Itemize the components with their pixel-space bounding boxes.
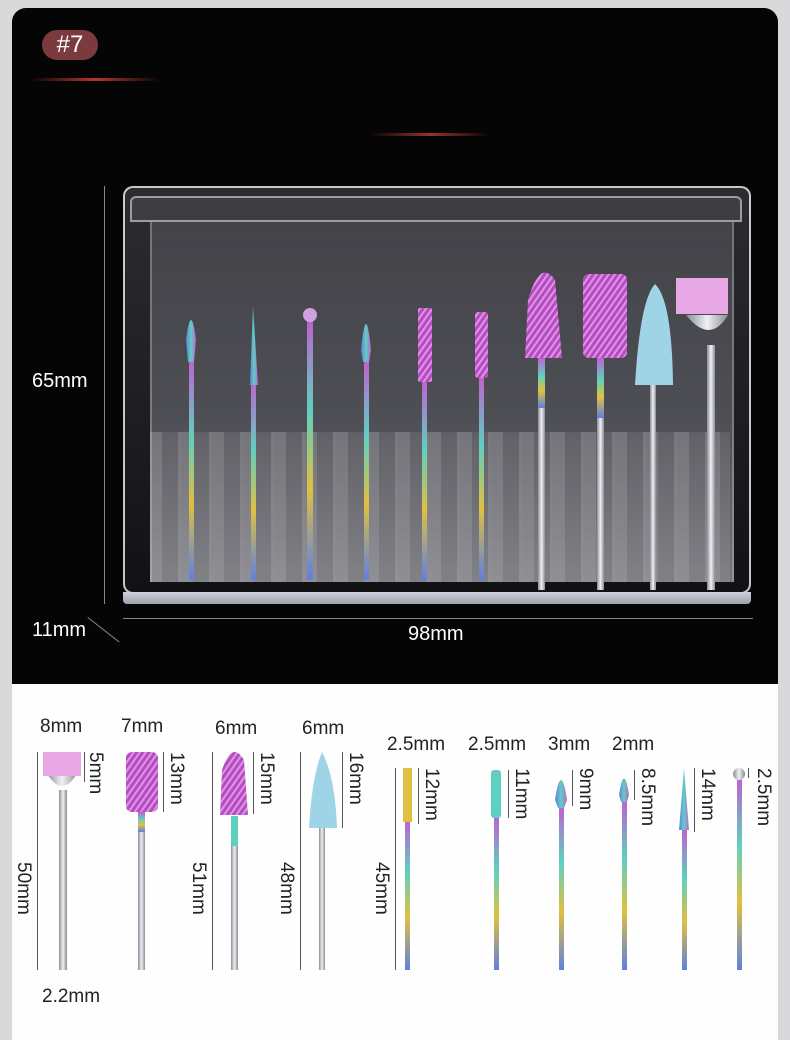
width-dimension-line — [123, 618, 753, 619]
bit-7-head-label: 9mm — [575, 768, 596, 811]
bit-1-head-label: 5mm — [85, 752, 106, 795]
height-dimension-line — [104, 186, 105, 604]
bit-7-tip-label: 3mm — [548, 734, 591, 755]
bit-8-tip-label: 2mm — [612, 734, 655, 755]
bit-9-head-label: 14mm — [697, 768, 718, 821]
bit-8-flame — [619, 778, 629, 970]
bit-1-tip-label: 8mm — [40, 716, 83, 737]
bit-3-length-line — [212, 752, 213, 970]
bit-5-length-label: 45mm — [371, 862, 392, 915]
bit-3-head-label: 15mm — [256, 752, 277, 805]
decorative-glow — [370, 133, 490, 136]
case-drill-2 — [250, 306, 258, 580]
bit-3-cone-cutter — [220, 752, 248, 970]
case-drill-1 — [186, 320, 196, 580]
bit-2-barrel — [126, 752, 158, 970]
bit-3-tip-label: 6mm — [215, 718, 258, 739]
bit-5-tip-label: 2.5mm — [387, 734, 446, 755]
case-height-label: 65mm — [32, 370, 88, 392]
variant-badge: #7 — [42, 30, 98, 60]
bit-4-tip-label: 6mm — [302, 718, 345, 739]
bit-4-length-label: 48mm — [276, 862, 297, 915]
case-interior — [150, 222, 734, 582]
bit-10-head-label: 2.5mm — [753, 768, 774, 827]
bit-5-length-line — [395, 768, 396, 970]
case-base — [123, 592, 751, 604]
case-drill-4 — [361, 324, 371, 580]
bit-1-brush — [43, 752, 81, 970]
bit-6-tip-label: 2.5mm — [468, 734, 527, 755]
bit-5-needle — [403, 768, 412, 970]
bit-2-head-line — [163, 752, 164, 812]
bit-6-needle — [491, 770, 501, 970]
decorative-glow — [30, 78, 160, 81]
bit-7-flame — [555, 780, 567, 970]
bit-2-head-label: 13mm — [166, 752, 187, 805]
bit-6-head-line — [508, 770, 509, 818]
bit-5-head-label: 12mm — [421, 768, 442, 821]
case-drill-9 — [635, 284, 673, 590]
case-width-label: 98mm — [408, 623, 464, 645]
bit-9-head-line — [694, 768, 695, 832]
bit-7-head-line — [572, 770, 573, 806]
case-drill-3 — [303, 308, 317, 580]
case-lid — [130, 196, 742, 222]
bit-1-length-label: 50mm — [13, 862, 34, 915]
case-drill-10 — [676, 278, 728, 590]
bit-8-head-label: 8.5mm — [637, 768, 658, 827]
storage-case — [123, 186, 751, 594]
bit-4-head-line — [342, 752, 343, 828]
bit-4-head-label: 16mm — [345, 752, 366, 805]
bit-8-head-line — [634, 770, 635, 800]
case-drill-6 — [475, 312, 488, 580]
bit-2-tip-label: 7mm — [121, 716, 164, 737]
bit-3-length-label: 51mm — [188, 862, 209, 915]
bit-10-ball — [733, 768, 745, 970]
bit-3-head-line — [253, 752, 254, 814]
bit-10-head-line — [748, 768, 749, 778]
bit-9-cone-needle — [679, 768, 689, 970]
bit-5-head-line — [418, 768, 419, 824]
bit-1-length-line — [37, 752, 38, 970]
case-depth-label: 11mm — [32, 619, 87, 641]
case-drill-5 — [418, 308, 432, 580]
bit-holder-rack — [150, 432, 730, 582]
bit-4-length-line — [300, 752, 301, 970]
case-drill-7 — [525, 272, 562, 590]
bit-1-shank-label: 2.2mm — [42, 986, 101, 1007]
bit-4-blue-cone — [309, 752, 337, 970]
case-drill-8 — [583, 274, 627, 590]
bit-6-head-label: 11mm — [511, 768, 532, 820]
bit-1-head-line — [84, 752, 85, 782]
